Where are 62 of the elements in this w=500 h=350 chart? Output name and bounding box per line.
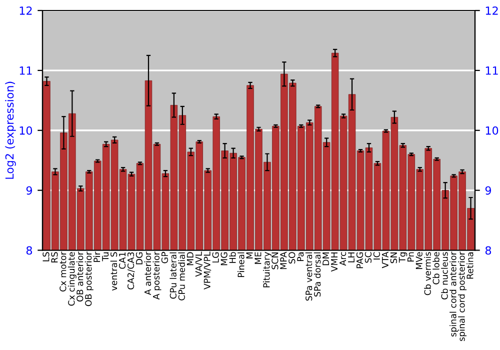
y-axis-title: Log2 (expression): [5, 82, 16, 179]
x-tick-label: Tu: [102, 252, 109, 262]
x-tick-label: Retina: [466, 252, 474, 279]
y2-tick-label: 12: [486, 6, 498, 15]
x-tick-label: MVe: [416, 252, 422, 270]
x-tick-label: VA/VL: [195, 252, 203, 277]
x-tick-label: CPu lateral: [170, 252, 176, 299]
x-tick-label: SC: [364, 252, 372, 263]
x-tick-label: Cx cingulate: [68, 252, 76, 306]
x-tick-label: spinal cord anterior: [450, 252, 458, 336]
x-tick-label: SCN: [272, 252, 278, 270]
y-tick-label: 9: [26, 186, 32, 195]
x-tick-label: CA2/CA3: [127, 252, 135, 290]
x-tick-label: MD: [186, 252, 194, 266]
y-tick-label: 11: [20, 66, 32, 75]
y-tick-label: 12: [20, 6, 32, 15]
x-tick-label: IC: [373, 252, 380, 260]
x-tick-label: Pa: [297, 252, 304, 262]
x-tick-label: LS: [42, 252, 50, 262]
x-tick-label: Tg: [398, 252, 408, 263]
x-tick-label: ME: [254, 252, 262, 264]
x-tick-label: Pir: [93, 252, 100, 262]
x-tick-label: DM: [322, 252, 330, 266]
y-tick-label: 8: [26, 246, 32, 255]
x-tick-label: OB posterior: [84, 252, 94, 306]
x-tick-label: Arc: [340, 252, 346, 266]
x-tick-label: Cb lobe: [432, 252, 440, 284]
x-tick-label: GP: [161, 252, 168, 264]
x-tick-label: CA1: [118, 252, 126, 269]
x-tick-label: SO: [288, 252, 296, 264]
x-tick-label: VPM/VPL: [204, 252, 212, 290]
x-tick-label: MPA: [280, 252, 287, 270]
x-tick-label: Hb: [229, 252, 236, 263]
x-tick-label: A posterior: [152, 252, 162, 300]
y2-tick-label: 11: [486, 66, 498, 75]
x-tick-label: Cx motor: [60, 252, 66, 292]
x-tick-label: SPa dorsal: [314, 252, 321, 296]
x-tick-label: Pineal: [238, 252, 244, 278]
x-tick-label: M: [246, 252, 253, 258]
x-tick-label: MG: [220, 252, 228, 266]
y2-tick-label: 9: [485, 186, 492, 195]
y2-tick-label: 8: [485, 246, 492, 255]
x-tick-label: Pituitary: [262, 252, 272, 288]
x-tick-label: PAG: [356, 252, 364, 268]
x-tick-label: Cb nucleus: [441, 252, 448, 300]
x-tick-label: VTA: [382, 252, 388, 268]
y-tick-label: 10: [20, 126, 32, 135]
x-tick-label: spinal cord posterior: [458, 252, 467, 342]
x-tick-label: SN: [390, 252, 397, 264]
x-tick-label: SPa ventral: [305, 252, 312, 301]
x-tick-label: A anterior: [144, 252, 152, 296]
x-tick-label: Pn: [407, 252, 414, 262]
x-tick-label: OB anterior: [76, 252, 84, 302]
x-tick-label: Cb vermis: [424, 252, 431, 296]
x-tick-label: CPu medial: [178, 252, 185, 300]
y2-tick-label: 10: [486, 126, 498, 135]
x-tick-label: ventral S: [110, 252, 118, 291]
x-tick-label: VMH: [331, 252, 338, 272]
x-tick-label: DG: [136, 252, 143, 264]
x-tick-label: LH: [348, 252, 354, 262]
x-tick-label: RS: [51, 252, 58, 262]
x-tick-label: LG: [212, 252, 219, 262]
